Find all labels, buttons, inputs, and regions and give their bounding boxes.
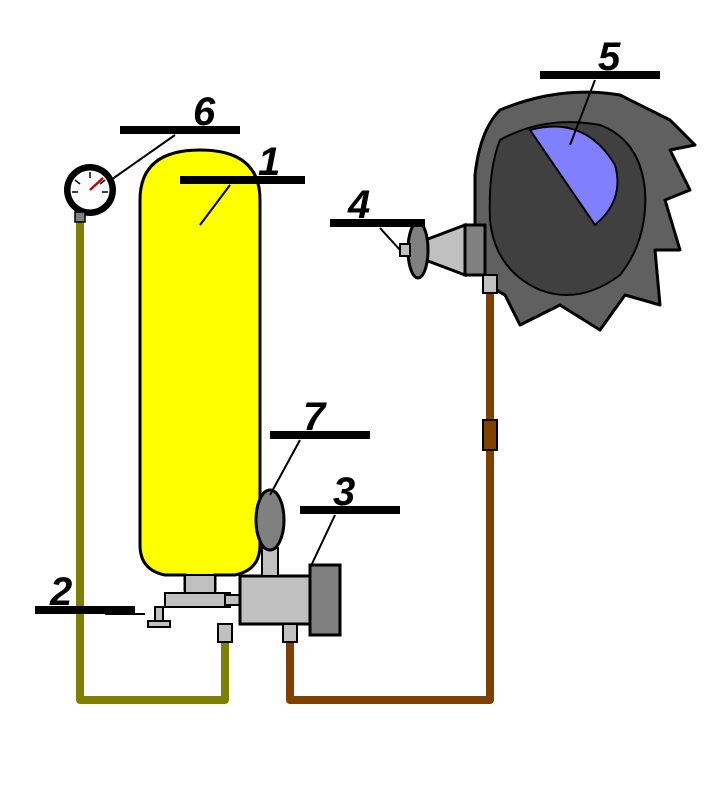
handwheel-stem <box>262 548 278 576</box>
first-stage-regulator-end <box>310 565 340 635</box>
label-leader-4 <box>380 228 400 250</box>
whistle-stem <box>155 607 163 621</box>
label-7: 7 <box>303 395 327 439</box>
label-leader-7 <box>270 440 300 495</box>
regulator-outlet-2 <box>283 624 297 642</box>
regulator-inlet-pipe <box>225 595 240 605</box>
demand-valve-button <box>400 244 410 256</box>
whistle-cap <box>148 621 170 627</box>
hose-coupling <box>483 420 497 450</box>
gauge-stem <box>75 212 85 222</box>
label-2: 2 <box>49 570 72 614</box>
label-4: 4 <box>347 183 370 227</box>
label-6: 6 <box>193 90 216 134</box>
label-leader-3 <box>310 515 335 568</box>
gas-cylinder <box>140 150 260 590</box>
handwheel-knob <box>256 490 284 550</box>
label-3: 3 <box>333 470 355 514</box>
label-5: 5 <box>598 35 621 79</box>
demand-valve-port <box>465 225 485 275</box>
demand-valve-outlet <box>483 275 497 293</box>
cylinder-valve-tee <box>165 593 230 607</box>
scba-diagram: 1 2 3 4 5 6 7 <box>0 0 726 798</box>
first-stage-regulator-body <box>240 576 310 624</box>
label-1: 1 <box>258 140 280 184</box>
medium-pressure-hose <box>290 290 490 700</box>
cylinder-valve-neck <box>185 575 215 593</box>
regulator-outlet-1 <box>218 624 232 642</box>
